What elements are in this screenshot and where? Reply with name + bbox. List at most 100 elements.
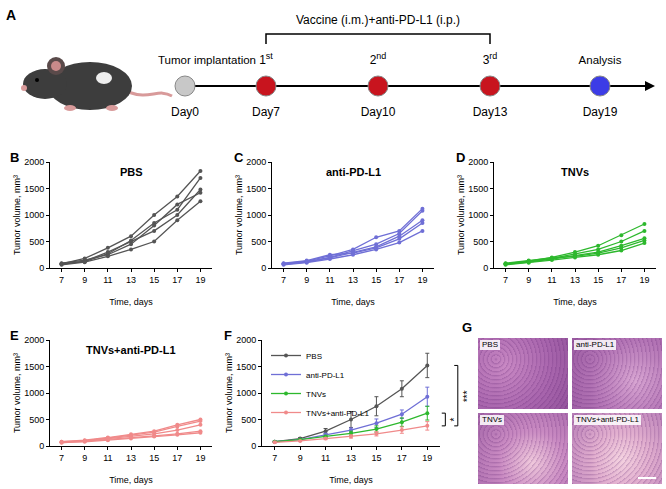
svg-text:9: 9 (526, 275, 531, 285)
svg-text:Time, days: Time, days (109, 297, 153, 307)
svg-text:19: 19 (417, 275, 427, 285)
svg-text:17: 17 (172, 275, 182, 285)
svg-text:500: 500 (29, 237, 44, 247)
svg-text:Time, days: Time, days (331, 297, 375, 307)
svg-text:D: D (456, 150, 465, 165)
svg-text:1500: 1500 (468, 184, 488, 194)
svg-text:anti-PD-L1: anti-PD-L1 (306, 371, 345, 380)
svg-text:PBS: PBS (120, 166, 143, 178)
svg-text:F: F (224, 328, 232, 343)
svg-text:Analysis: Analysis (579, 54, 622, 66)
svg-text:500: 500 (241, 415, 256, 425)
svg-text:Tumor volume, mm³: Tumor volume, mm³ (12, 353, 22, 433)
svg-text:2000: 2000 (24, 335, 44, 345)
svg-text:Day10: Day10 (361, 105, 396, 119)
svg-text:Day7: Day7 (252, 105, 280, 119)
svg-text:TNVs: TNVs (306, 390, 326, 399)
svg-text:15: 15 (593, 275, 603, 285)
svg-text:0: 0 (261, 263, 266, 273)
svg-text:11: 11 (547, 275, 556, 285)
svg-text:7: 7 (503, 275, 508, 285)
svg-text:Tumor volume, mm³: Tumor volume, mm³ (12, 175, 22, 255)
svg-text:1500: 1500 (24, 184, 44, 194)
svg-text:13: 13 (348, 275, 358, 285)
svg-text:15: 15 (371, 275, 381, 285)
svg-text:500: 500 (473, 237, 488, 247)
svg-text:17: 17 (394, 275, 404, 285)
svg-text:1st: 1st (259, 51, 273, 67)
svg-text:11: 11 (325, 275, 334, 285)
svg-text:2000: 2000 (236, 335, 256, 345)
svg-text:TNVs: TNVs (561, 166, 589, 178)
svg-text:1000: 1000 (24, 210, 44, 220)
svg-text:13: 13 (346, 453, 356, 463)
svg-text:Vaccine (i.m.)+anti-PD-L1 (i.p: Vaccine (i.m.)+anti-PD-L1 (i.p.) (296, 13, 460, 27)
svg-text:2000: 2000 (24, 157, 44, 167)
svg-text:9: 9 (298, 453, 303, 463)
svg-text:19: 19 (195, 453, 205, 463)
svg-text:7: 7 (59, 453, 64, 463)
svg-text:Tumor volume, mm³: Tumor volume, mm³ (234, 175, 244, 255)
svg-text:Tumor volume, mm³: Tumor volume, mm³ (224, 353, 234, 433)
svg-text:2000: 2000 (246, 157, 266, 167)
svg-text:Tumor volume, mm³: Tumor volume, mm³ (456, 175, 466, 255)
svg-text:***: *** (462, 390, 473, 402)
svg-text:9: 9 (304, 275, 309, 285)
html-text:anti-PD-L1: anti-PD-L1 (576, 340, 615, 349)
svg-text:PBS: PBS (306, 352, 322, 361)
svg-text:13: 13 (126, 275, 136, 285)
svg-text:Tumor implantation: Tumor implantation (158, 54, 256, 66)
svg-text:0: 0 (483, 263, 488, 273)
svg-text:E: E (10, 328, 19, 343)
svg-text:Time, days: Time, days (329, 475, 373, 485)
svg-text:2nd: 2nd (370, 51, 387, 67)
svg-text:1000: 1000 (468, 210, 488, 220)
html-text:PBS: PBS (482, 340, 498, 349)
svg-text:Time, days: Time, days (553, 297, 597, 307)
svg-text:9: 9 (82, 453, 87, 463)
svg-text:500: 500 (29, 415, 44, 425)
svg-text:Day13: Day13 (473, 105, 508, 119)
svg-text:*: * (449, 417, 460, 421)
svg-text:19: 19 (639, 275, 649, 285)
svg-text:11: 11 (103, 453, 112, 463)
svg-text:C: C (234, 150, 244, 165)
svg-text:1500: 1500 (24, 362, 44, 372)
svg-text:15: 15 (149, 453, 159, 463)
svg-text:B: B (10, 150, 19, 165)
svg-text:Time, days: Time, days (109, 475, 153, 485)
svg-text:1000: 1000 (236, 388, 256, 398)
svg-text:13: 13 (570, 275, 580, 285)
svg-text:Day19: Day19 (583, 105, 618, 119)
svg-text:3rd: 3rd (483, 51, 498, 67)
svg-text:2000: 2000 (468, 157, 488, 167)
svg-text:anti-PD-L1: anti-PD-L1 (326, 166, 381, 178)
svg-text:0: 0 (251, 441, 256, 451)
svg-text:17: 17 (172, 453, 182, 463)
svg-text:9: 9 (82, 275, 87, 285)
svg-text:0: 0 (39, 441, 44, 451)
svg-text:15: 15 (149, 275, 159, 285)
svg-text:17: 17 (397, 453, 407, 463)
svg-text:0: 0 (39, 263, 44, 273)
svg-text:7: 7 (281, 275, 286, 285)
svg-text:500: 500 (251, 237, 266, 247)
svg-text:A: A (6, 7, 16, 23)
svg-text:7: 7 (59, 275, 64, 285)
svg-text:Day0: Day0 (171, 105, 199, 119)
svg-text:1000: 1000 (246, 210, 266, 220)
svg-text:13: 13 (126, 453, 136, 463)
svg-text:1500: 1500 (246, 184, 266, 194)
svg-text:1000: 1000 (24, 388, 44, 398)
svg-text:11: 11 (103, 275, 112, 285)
svg-text:19: 19 (422, 453, 432, 463)
html-text:G: G (462, 320, 473, 335)
svg-text:TNVs+anti-PD-L1: TNVs+anti-PD-L1 (86, 344, 176, 356)
svg-text:11: 11 (321, 453, 330, 463)
svg-text:TNVs+anti-PD-L1: TNVs+anti-PD-L1 (306, 409, 369, 418)
svg-text:7: 7 (272, 453, 277, 463)
svg-text:19: 19 (195, 275, 205, 285)
svg-text:17: 17 (616, 275, 626, 285)
svg-text:1500: 1500 (236, 362, 256, 372)
svg-text:15: 15 (371, 453, 381, 463)
